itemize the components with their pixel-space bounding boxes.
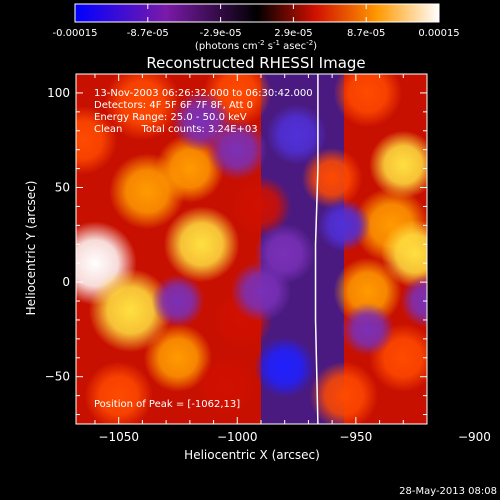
annotation-peak-position: Position of Peak = [-1062,13] xyxy=(94,399,240,410)
annotation-energy-range: Energy Range: 25.0 - 50.0 keV xyxy=(94,112,247,123)
heatmap-blob xyxy=(206,119,268,181)
heatmap-blob xyxy=(230,261,292,322)
heatmap-blob xyxy=(143,323,213,392)
annotation-time-range: 13-Nov-2003 06:26:32.000 to 06:30:42.000 xyxy=(94,88,313,99)
chart-title: Reconstructed RHESSI Image xyxy=(146,54,365,72)
x-tick-label: −1000 xyxy=(217,430,258,444)
heatmap-blob xyxy=(266,104,327,165)
annotation-detectors: Detectors: 4F 5F 6F 7F 8F, Att 0 xyxy=(94,100,253,111)
colorbar-tick-label: 8.7e-05 xyxy=(347,28,385,39)
heatmap-blob xyxy=(155,134,224,203)
heatmap-blob xyxy=(341,302,395,356)
colorbar: -0.00015 -8.7e-05 -2.9e-05 2.9e-05 8.7e-05 0.… xyxy=(53,3,460,52)
heatmap-image xyxy=(76,74,427,424)
heatmap-blob xyxy=(151,274,205,328)
heatmap-blob xyxy=(400,274,427,328)
heatmap-blob xyxy=(76,106,118,175)
heatmap-blob xyxy=(333,257,402,326)
y-tick-label: 0 xyxy=(62,275,70,289)
heatmap-blob xyxy=(317,198,371,252)
solar-limb-line xyxy=(314,74,319,424)
colorbar-unit: (photons cm-2 s-1 asec-2) xyxy=(195,39,317,52)
colorbar-tick-label: -8.7e-05 xyxy=(127,28,169,39)
annotation-clean-counts: Clean Total counts: 3.24E+03 xyxy=(94,124,258,135)
y-tick-label: 100 xyxy=(47,86,70,100)
heatmap-blob xyxy=(195,355,256,417)
heatmap-blob xyxy=(104,74,181,141)
heatmap-blob xyxy=(369,130,427,199)
heatmap-blob xyxy=(88,268,173,353)
plot-frame xyxy=(75,73,428,425)
x-axis-label: Heliocentric X (arcsec) xyxy=(184,448,320,462)
x-tick-label: −1050 xyxy=(98,430,139,444)
colorbar-tick-label: -0.00015 xyxy=(53,28,98,39)
heatmap-blob xyxy=(163,206,240,283)
colorbar-tick-label: 2.9e-05 xyxy=(274,28,312,39)
colorbar-ticks: -0.00015 -8.7e-05 -2.9e-05 2.9e-05 8.7e-05 0.… xyxy=(53,4,460,39)
colorbar-tick-label: 0.00015 xyxy=(418,28,459,39)
heatmap-blob xyxy=(230,176,292,237)
colorbar-tick-label: -2.9e-05 xyxy=(200,28,242,39)
footer-date: 28-May-2013 08:08 xyxy=(399,486,497,497)
x-tick-label: −950 xyxy=(339,430,372,444)
plot-area: −1050 −1000 −950 −900 −50 0 50 100 13-Nov-2003 … xyxy=(45,73,491,444)
colorbar-gradient xyxy=(74,3,440,23)
axis-ticks: −1050 −1000 −950 −900 −50 0 50 100 xyxy=(45,73,491,444)
x-tick-label: −900 xyxy=(458,430,491,444)
y-tick-label: 50 xyxy=(55,181,70,195)
heatmap-blob xyxy=(254,336,316,398)
y-axis-label: Heliocentric Y (arcsec) xyxy=(24,181,38,316)
y-tick-label: −50 xyxy=(45,370,70,384)
heatmap-blob xyxy=(333,74,402,128)
heatmap-blob xyxy=(309,361,379,424)
heatmap-blob xyxy=(84,361,153,424)
